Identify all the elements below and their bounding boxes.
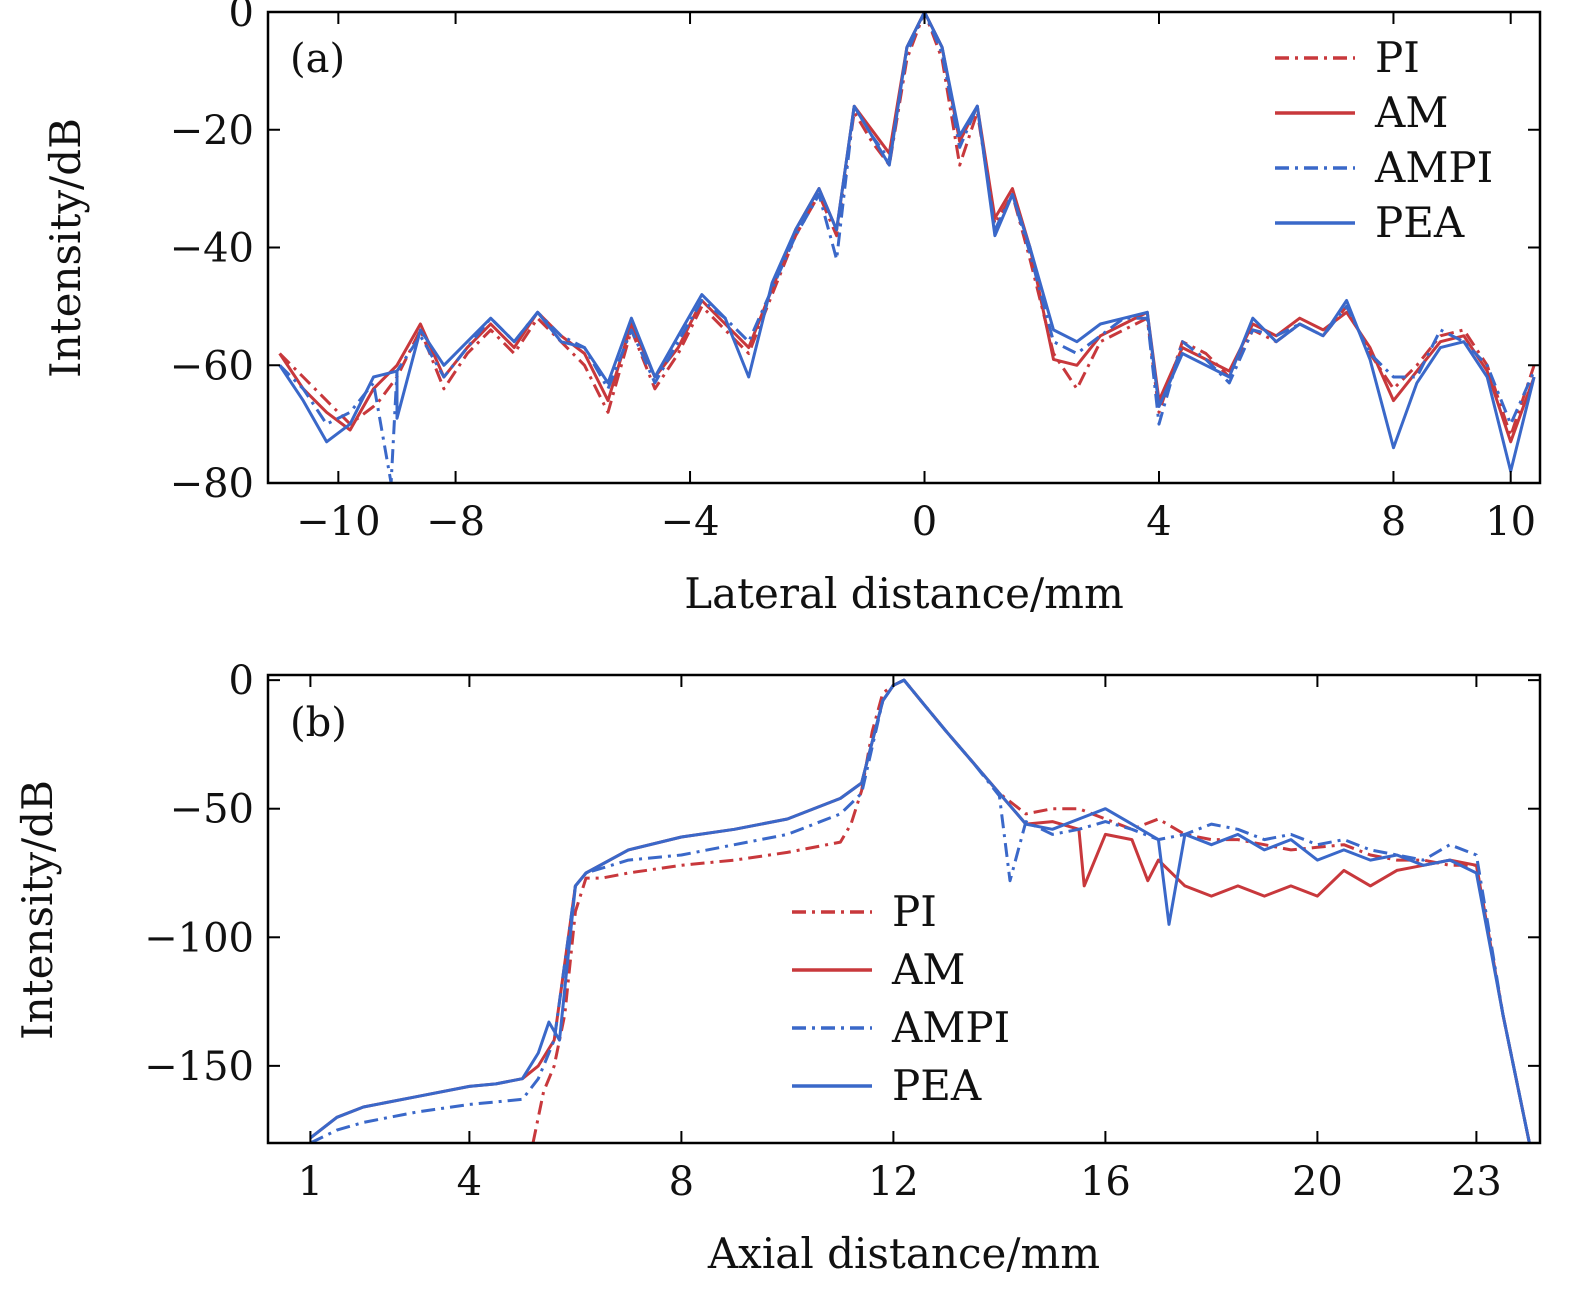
legend-label-pea: PEA (1375, 198, 1465, 247)
legend-label-am: AM (891, 945, 965, 994)
x-tick-label: 8 (669, 1159, 694, 1205)
x-tick-label: 10 (1485, 499, 1536, 545)
x-tick-label: 4 (1146, 499, 1171, 545)
y-axis-label: Intensity/dB (13, 780, 62, 1040)
legend-label-am: AM (1374, 88, 1448, 137)
panel-b-chart: 1 4 8 12 16 20 23 0 −50 −100 −150 Axial distance/mm… (13, 658, 1542, 1278)
y-tick-label: −60 (170, 343, 254, 389)
series-line-am (278, 12, 1536, 444)
series-line-pea (278, 12, 1536, 473)
legend: PI AM AMPI PEA (1275, 33, 1493, 247)
x-tick-label: 20 (1292, 1159, 1343, 1205)
panel-label: (b) (290, 700, 347, 746)
y-tick-label: −150 (144, 1044, 254, 1090)
series-line-pi (531, 678, 1531, 1143)
y-axis-label: Intensity/dB (41, 118, 90, 378)
y-tick-label: −80 (170, 461, 254, 507)
series-group (309, 678, 1531, 1143)
x-tick-label: 1 (298, 1159, 323, 1205)
x-tick-label: 8 (1381, 499, 1406, 545)
legend-label-pi: PI (892, 887, 937, 936)
y-tick-label: −100 (144, 915, 254, 961)
y-tick-label: 0 (229, 658, 254, 704)
panel-label: (a) (290, 36, 345, 82)
x-tick-label: 0 (912, 499, 937, 545)
series-group (278, 12, 1536, 483)
y-tick-label: 0 (229, 0, 254, 36)
x-tick-label: −10 (296, 499, 380, 545)
legend-label-pea: PEA (892, 1061, 982, 1110)
x-tick-label: 23 (1451, 1159, 1502, 1205)
x-axis-label: Lateral distance/mm (684, 569, 1124, 618)
x-tick-label: 4 (457, 1159, 482, 1205)
y-tick-label: −40 (170, 226, 254, 272)
y-tick-label: −50 (170, 787, 254, 833)
y-tick-label: −20 (170, 108, 254, 154)
legend-label-ampi: AMPI (1374, 143, 1493, 192)
plot-frame (266, 673, 1542, 1145)
x-tick-label: 12 (868, 1159, 919, 1205)
x-tick-label: −8 (426, 499, 485, 545)
legend-label-ampi: AMPI (891, 1003, 1010, 1052)
x-axis-label: Axial distance/mm (707, 1229, 1100, 1278)
legend: PI AM AMPI PEA (792, 887, 1010, 1110)
legend-label-pi: PI (1375, 33, 1420, 82)
x-tick-label: 16 (1080, 1159, 1131, 1205)
x-tick-label: −4 (661, 499, 720, 545)
series-line-pea (309, 678, 1531, 1143)
series-line-ampi (278, 12, 1536, 483)
